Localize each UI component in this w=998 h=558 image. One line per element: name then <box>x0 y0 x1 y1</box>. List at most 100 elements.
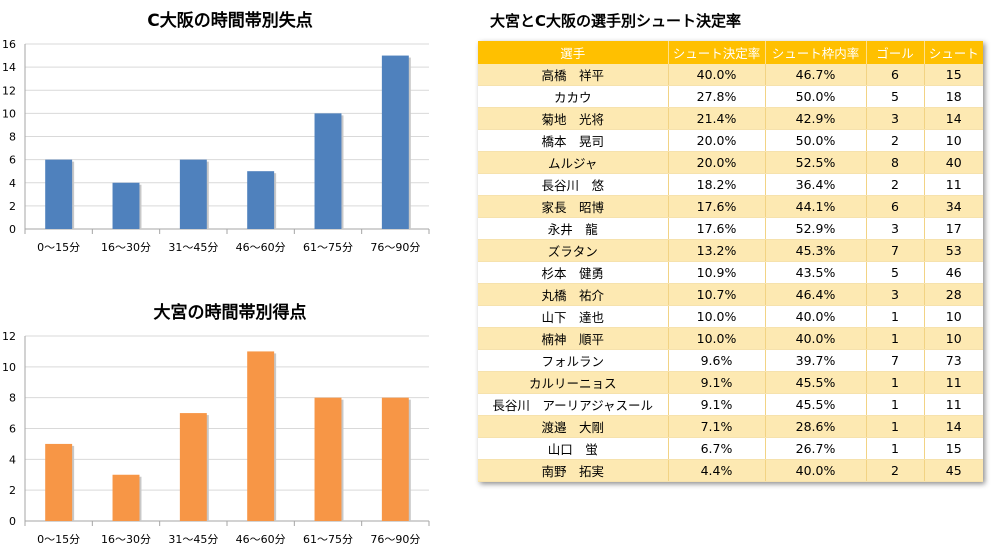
chart0-ytick-label: 6 <box>9 154 16 167</box>
table-cell: 10 <box>923 305 983 328</box>
table-cell: 10 <box>923 327 983 350</box>
table-cell: 1 <box>865 415 924 438</box>
chart1-ytick-label: 12 <box>2 330 16 343</box>
table-cell: フォルラン <box>478 349 668 372</box>
table-cell: 3 <box>865 107 924 130</box>
table-cell: 長谷川 悠 <box>478 173 668 196</box>
table-cell: 5 <box>865 85 924 108</box>
table-cell: 高橋 祥平 <box>478 64 668 86</box>
table-cell: 46 <box>923 261 983 284</box>
table-cell: 4.4% <box>667 459 765 482</box>
chart0-category-label: 46～60分 <box>236 241 286 254</box>
chart0-ytick-label: 4 <box>9 177 16 190</box>
table-row: 永井 龍 17.6% 52.9% 3 17 <box>478 217 983 240</box>
table-row: ムルジャ 20.0% 52.5% 8 40 <box>478 151 983 174</box>
table-cell: 山口 蛍 <box>478 437 668 460</box>
table-cell: 10 <box>923 129 983 152</box>
column-header: 選手 <box>478 41 668 64</box>
chart0-bar <box>179 159 207 229</box>
chart2-title: 大宮の時間帯別得点 <box>153 303 307 323</box>
table-cell: 長谷川 アーリアジャスール <box>478 393 668 416</box>
table-cell: 73 <box>923 349 983 372</box>
table-row: 橋本 晃司 20.0% 50.0% 2 10 <box>478 129 983 152</box>
table-cell: 7 <box>865 239 924 262</box>
table-cell: 7 <box>865 349 924 372</box>
chart2-svg: 0 2 4 6 8 10 12 0～15分 16～30分 31～45分 46～60分 61～75分 76… <box>2 330 430 546</box>
table-cell: 17 <box>923 217 983 240</box>
table-cell: 杉本 健勇 <box>478 261 668 284</box>
chart1-bar <box>381 397 409 521</box>
chart0-ytick-label: 16 <box>2 38 16 51</box>
table-cell: 10.7% <box>667 283 765 306</box>
table-cell: 26.7% <box>764 437 866 460</box>
chart1-ytick-label: 8 <box>9 392 16 405</box>
chart0-category-label: 0～15分 <box>37 241 80 254</box>
table-cell: 52.9% <box>764 217 866 240</box>
table-cell: 2 <box>865 459 924 482</box>
table-body: 高橋 祥平 40.0% 46.7% 6 15 カカウ 27.8% 50.0% 5 18 菊地 光将 2… <box>478 64 983 482</box>
table-cell: 南野 拓実 <box>478 459 668 482</box>
table-cell: 45.5% <box>764 371 866 394</box>
table-cell: 10.0% <box>667 327 765 350</box>
table-cell: 6.7% <box>667 437 765 460</box>
chart0-ytick-label: 14 <box>2 61 16 74</box>
table-cell: 36.4% <box>764 173 866 196</box>
chart0-ytick-label: 10 <box>2 107 16 120</box>
column-header: シュート決定率 <box>667 41 765 64</box>
column-header: ゴール <box>865 41 924 64</box>
chart0-bar <box>314 113 342 229</box>
table-cell: 丸橋 祐介 <box>478 283 668 306</box>
table-cell: 10.0% <box>667 305 765 328</box>
chart1-category-label: 0～15分 <box>37 533 80 546</box>
chart0-bar <box>45 159 73 229</box>
shooting-table: 選手 シュート決定率 シュート枠内率 ゴール シュート 高橋 祥平 40.0% 46.7% 6… <box>478 41 983 482</box>
table-cell: 11 <box>923 393 983 416</box>
chart1-bar <box>314 397 342 521</box>
chart1-ytick-label: 4 <box>9 453 16 466</box>
table-cell: 山下 達也 <box>478 305 668 328</box>
table-cell: ムルジャ <box>478 151 668 174</box>
table-cell: 40.0% <box>764 327 866 350</box>
table-cell: 40.0% <box>667 64 765 86</box>
table-cell: 45.5% <box>764 393 866 416</box>
table-cell: 42.9% <box>764 107 866 130</box>
chart1-category-label: 46～60分 <box>236 533 286 546</box>
column-header: シュート <box>923 41 983 64</box>
table-cell: 50.0% <box>764 85 866 108</box>
chart1-ytick-label: 6 <box>9 423 16 436</box>
table-cell: 34 <box>923 195 983 218</box>
table-cell: 52.5% <box>764 151 866 174</box>
chart0-ytick-label: 8 <box>9 131 16 144</box>
table-cell: 50.0% <box>764 129 866 152</box>
chart1-category-label: 76～90分 <box>370 533 420 546</box>
table-cell: 28.6% <box>764 415 866 438</box>
table-cell: 9.1% <box>667 393 765 416</box>
table-row: ズラタン 13.2% 45.3% 7 53 <box>478 239 983 262</box>
table-cell: 46.7% <box>764 64 866 86</box>
table-cell: 18 <box>923 85 983 108</box>
chart0-category-label: 31～45分 <box>168 241 218 254</box>
table-cell: 20.0% <box>667 151 765 174</box>
table-cell: 43.5% <box>764 261 866 284</box>
table-cell: 8 <box>865 151 924 174</box>
chart0-ytick-label: 12 <box>2 84 16 97</box>
table-cell: 14 <box>923 107 983 130</box>
table-cell: 18.2% <box>667 173 765 196</box>
chart1-svg: 0 2 4 6 8 10 12 14 16 0～15分 16～30分 31～45分 46～60分 61～7… <box>2 38 430 254</box>
table-header-row: 選手 シュート決定率 シュート枠内率 ゴール シュート <box>478 41 983 64</box>
table-cell: 2 <box>865 129 924 152</box>
table-row: 菊地 光将 21.4% 42.9% 3 14 <box>478 107 983 130</box>
table-cell: 15 <box>923 64 983 86</box>
table-row: 楠神 順平 10.0% 40.0% 1 10 <box>478 327 983 350</box>
table-cell: 渡邉 大剛 <box>478 415 668 438</box>
chart0-category-label: 61～75分 <box>303 241 353 254</box>
table-row: フォルラン 9.6% 39.7% 7 73 <box>478 349 983 372</box>
table-cell: 3 <box>865 283 924 306</box>
table-cell: 15 <box>923 437 983 460</box>
table-cell: 45 <box>923 459 983 482</box>
chart0-ytick-label: 0 <box>9 223 16 236</box>
table-cell: 40.0% <box>764 459 866 482</box>
chart1-ytick-label: 2 <box>9 484 16 497</box>
table-cell: 永井 龍 <box>478 217 668 240</box>
table-cell: 17.6% <box>667 217 765 240</box>
